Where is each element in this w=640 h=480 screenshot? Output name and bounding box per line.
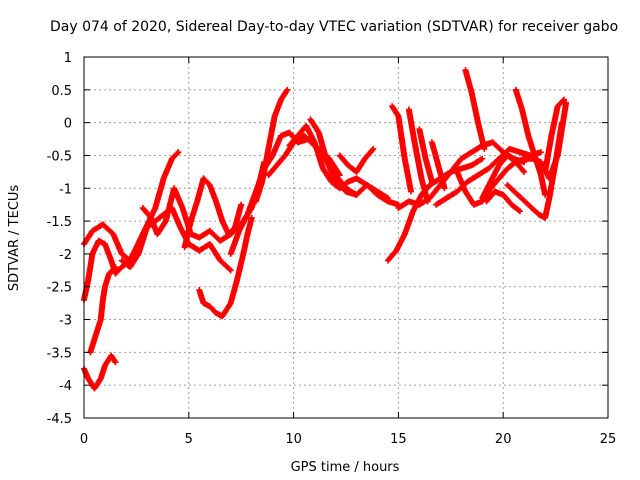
y-tick-label: -0.5: [47, 149, 72, 164]
series-track-13: [307, 116, 391, 202]
grid-lines: [84, 57, 608, 418]
plot-frame: [83, 56, 609, 419]
chart-title: Day 074 of 2020, Sidereal Day-to-day VTE…: [50, 19, 618, 35]
series-track-25: [483, 188, 523, 215]
y-tick-label: 0.5: [51, 84, 72, 99]
data-point-markers: [504, 119, 565, 221]
x-tick-label: 5: [185, 432, 193, 447]
data-point-markers: [483, 188, 523, 215]
y-axis-label: SDTVAR / TECUs: [7, 185, 22, 292]
series-track-19: [416, 126, 435, 185]
x-tick-label: 10: [285, 432, 302, 447]
y-tick-label: 0: [64, 117, 72, 132]
series-track-21: [433, 145, 544, 208]
series-track-23: [462, 67, 488, 152]
y-tick-label: -1: [59, 182, 72, 197]
x-axis-label: GPS time / hours: [291, 460, 400, 475]
y-tick-label: -2: [59, 248, 72, 263]
series-track-14: [336, 145, 377, 175]
axis-ticks: 0 5 10 15 20 25 -4.5 -4 -3.5 -3 -2.5 -2 -1.5 -1 -0.5 0 0…: [47, 51, 617, 447]
x-tick-label: 20: [495, 432, 512, 447]
series-track-8: [181, 175, 245, 251]
series-track-26: [512, 86, 549, 198]
y-tick-label: -2.5: [47, 281, 72, 296]
series-track-10: [252, 86, 291, 205]
data-point-markers: [336, 145, 377, 175]
data-point-markers: [181, 175, 245, 251]
data-point-markers: [542, 96, 567, 175]
series-track-7: [196, 214, 255, 320]
series-track-24: [479, 152, 528, 202]
series-track-20: [428, 139, 448, 192]
data-point-markers: [389, 103, 414, 195]
data-point-markers: [433, 145, 544, 208]
data-point-markers: [87, 264, 119, 356]
series-track-4: [81, 237, 134, 303]
series-track-3: [87, 264, 119, 356]
data-point-markers: [307, 116, 391, 202]
series-track-27: [504, 119, 565, 221]
y-tick-label: -3: [59, 314, 72, 329]
series-track-17: [405, 106, 431, 205]
y-tick-label: -1.5: [47, 215, 72, 230]
y-tick-label: -4: [59, 379, 72, 394]
data-point-markers: [252, 86, 291, 205]
series-track-16: [389, 103, 414, 195]
data-point-markers: [428, 139, 448, 192]
x-tick-label: 25: [600, 432, 617, 447]
x-tick-label: 15: [390, 432, 407, 447]
y-tick-label: -4.5: [47, 412, 72, 427]
series-track-28: [542, 96, 567, 175]
data-point-markers: [512, 86, 549, 198]
data-point-markers: [416, 126, 435, 185]
y-tick-label: -3.5: [47, 346, 72, 361]
data-point-markers: [81, 237, 134, 303]
data-point-markers: [479, 152, 528, 202]
x-tick-label: 0: [80, 432, 88, 447]
y-tick-label: 1: [64, 51, 72, 66]
data-point-markers: [405, 106, 431, 205]
data-point-markers: [462, 67, 488, 152]
data-marks: [81, 67, 570, 392]
data-point-markers: [196, 214, 255, 320]
